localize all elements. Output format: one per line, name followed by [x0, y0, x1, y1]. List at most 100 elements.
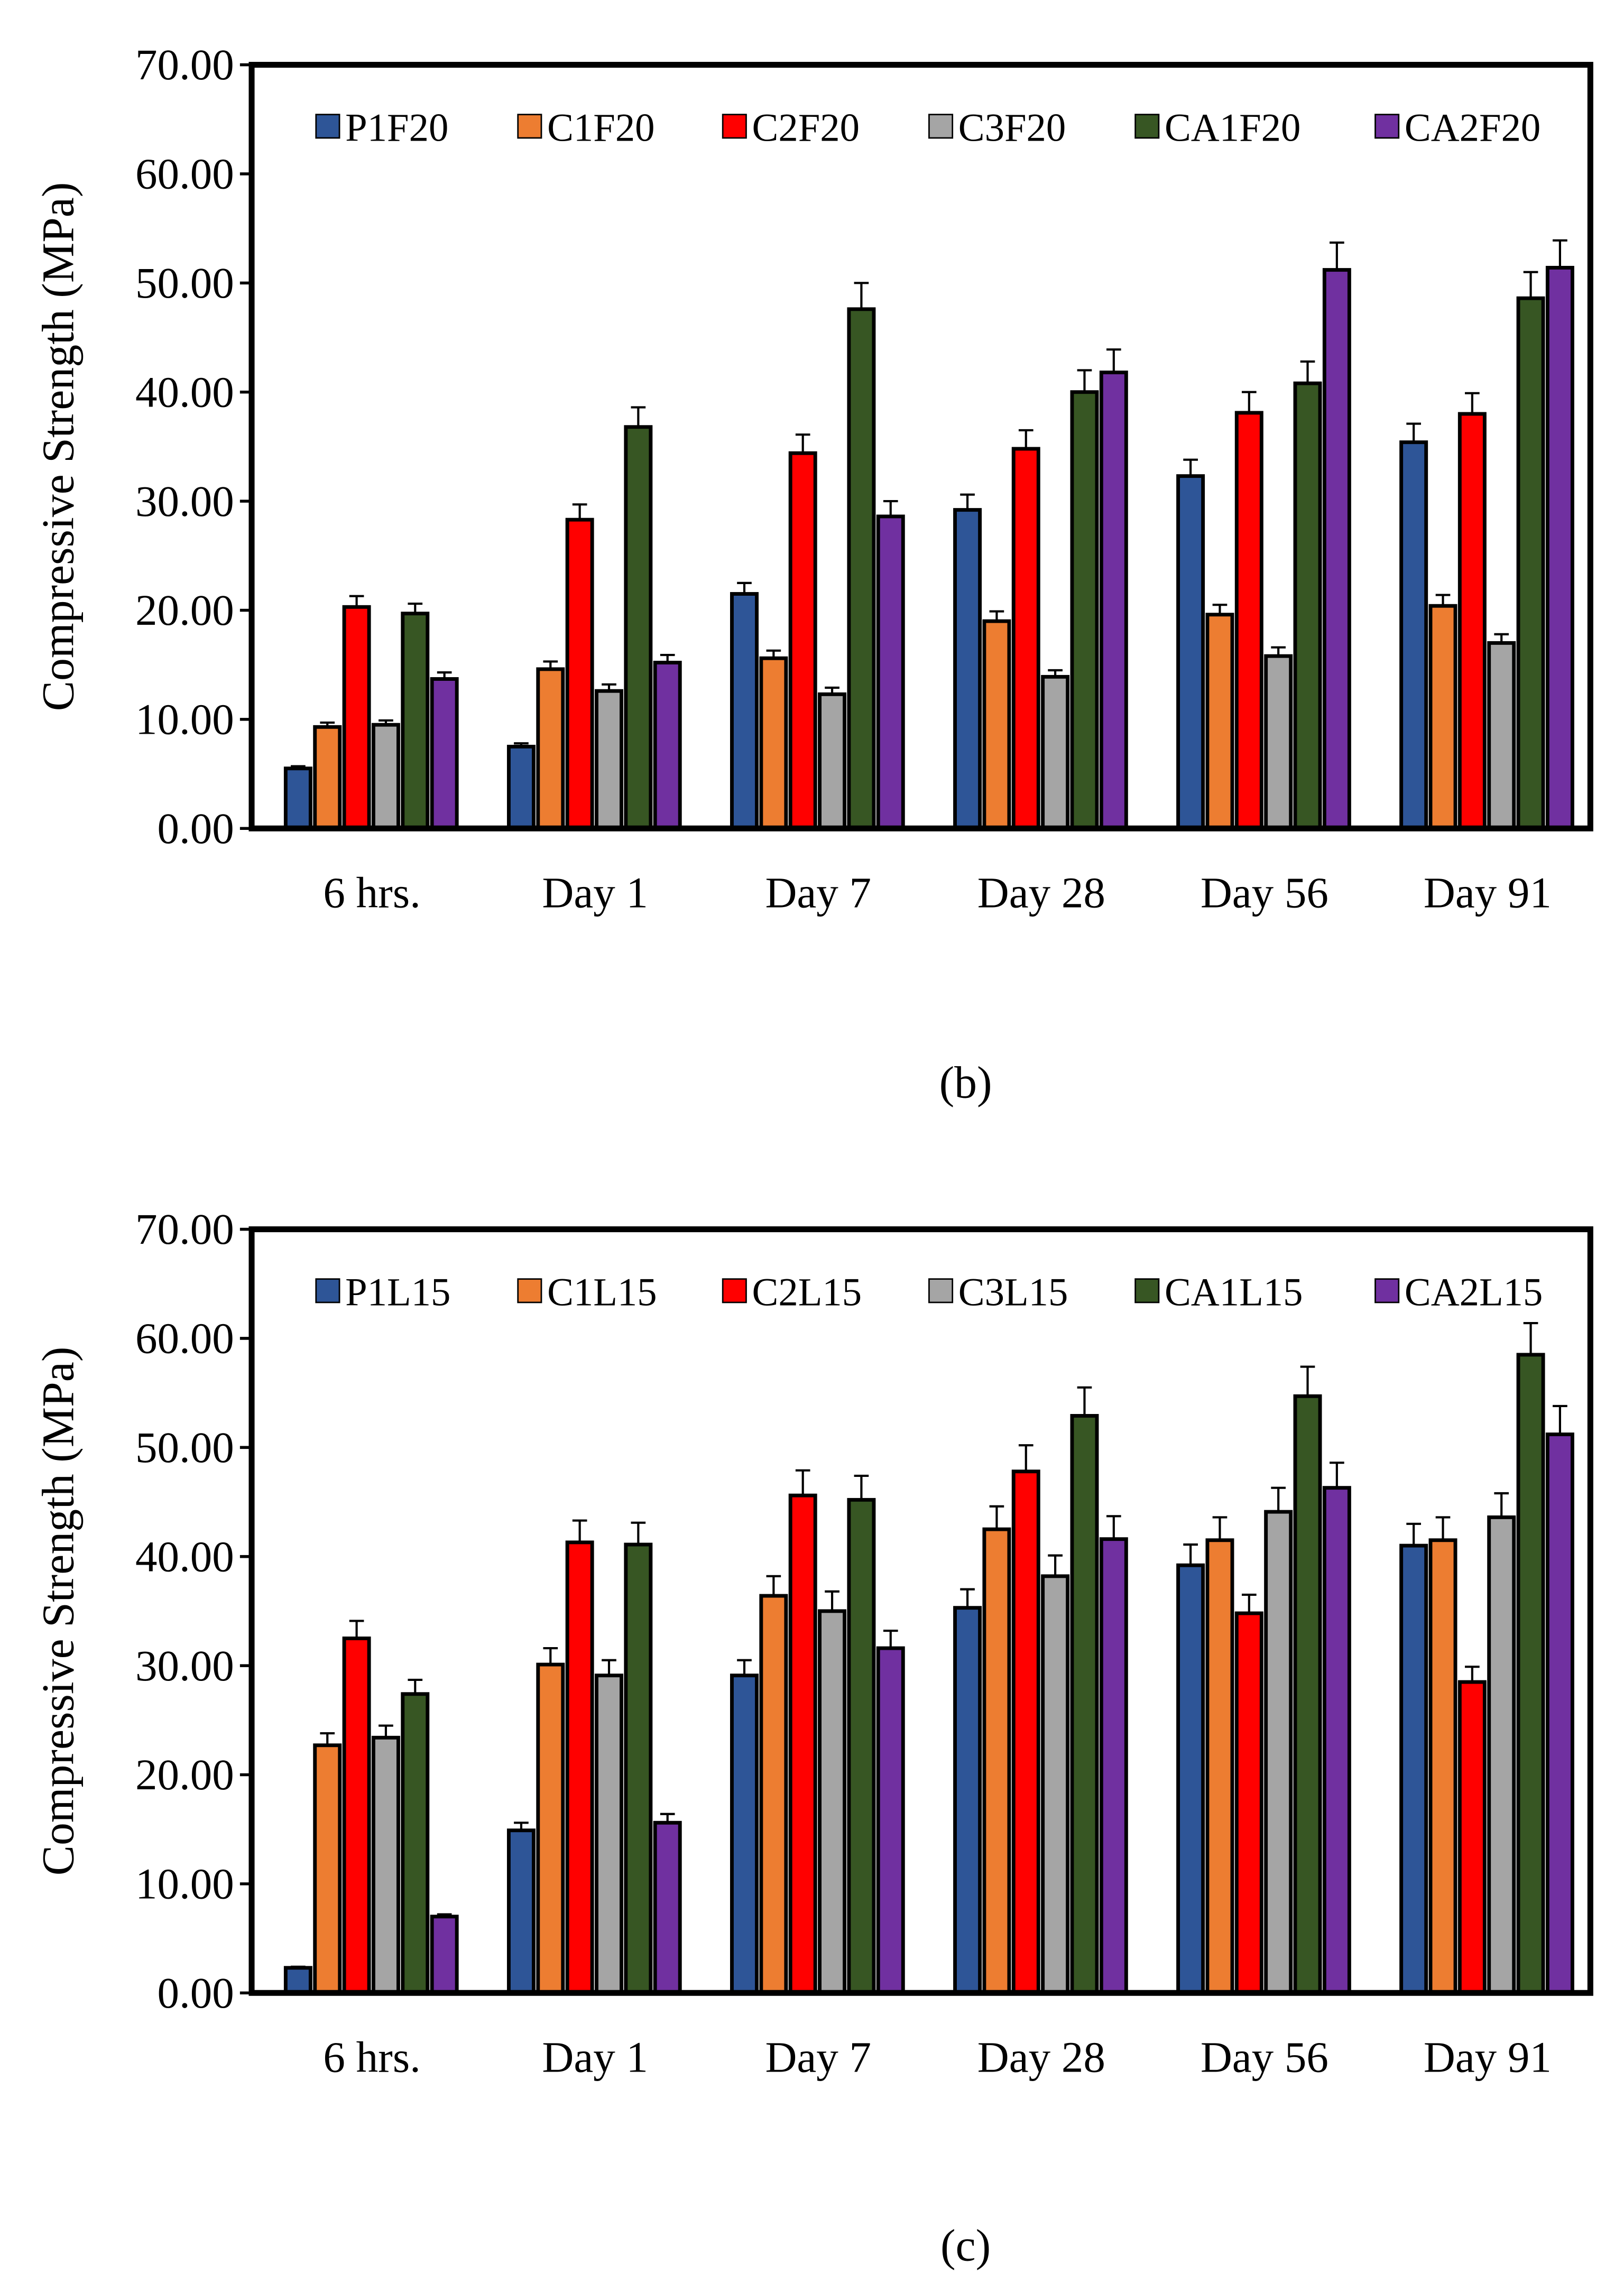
bar-ca1l15 [624, 1542, 653, 1995]
bar-c1l15 [982, 1527, 1011, 1995]
chart-panel-2: 0.00 10.00 20.00 30.00 40.00 50.00 60.00 70.00 C… [33, 1205, 1593, 2271]
legend-swatch-ca1l15 [1134, 1278, 1160, 1304]
bar-p1l15 [1399, 1543, 1428, 1995]
bar-ca1l15 [1070, 1414, 1099, 1995]
bar-ca1f20 [401, 612, 430, 830]
bar-ca2f20 [1099, 371, 1128, 830]
y-tick-label: 40.00 [135, 1532, 234, 1580]
bar-c2l15 [1457, 1680, 1487, 1995]
bar-ca1l15 [1293, 1394, 1322, 1995]
bar-ca1l15 [1516, 1353, 1545, 1995]
legend-label: CA1F20 [1165, 106, 1300, 150]
legend-swatch-p1l15 [315, 1278, 340, 1304]
legend-label: P1L15 [345, 1270, 450, 1314]
bar-c2l15 [342, 1637, 371, 1995]
chart-panel-1: 0.00 10.00 20.00 30.00 40.00 50.00 60.00 70.00 C… [33, 40, 1593, 1107]
y-tick-label: 0.00 [158, 804, 234, 853]
bar-ca1f20 [1516, 296, 1545, 830]
y-axis-label: Compressive Strength (MPa) [33, 182, 83, 711]
plot-frame [248, 62, 1593, 831]
panel-caption: (c) [940, 2221, 991, 2271]
x-tick-label: Day 28 [977, 868, 1105, 917]
y-tick-label: 60.00 [135, 150, 234, 198]
bar-c1f20 [536, 667, 565, 830]
bar-ca2l15 [876, 1646, 905, 1995]
bar-c2l15 [1011, 1469, 1040, 1995]
x-tick-label: Day 1 [542, 2033, 648, 2082]
x-tick-label: Day 7 [765, 868, 871, 917]
legend-label: CA2L15 [1405, 1270, 1543, 1314]
bar-c3f20 [818, 692, 847, 830]
bar-ca2l15 [430, 1915, 459, 1995]
bar-c2f20 [565, 517, 594, 830]
bar-c3f20 [371, 723, 400, 830]
bar-c2f20 [342, 605, 371, 830]
bar-ca2f20 [876, 514, 905, 830]
bar-c3f20 [595, 689, 623, 830]
bar-c1f20 [759, 656, 788, 830]
y-tick-label: 60.00 [135, 1314, 234, 1363]
bar-c3l15 [1041, 1574, 1070, 1995]
bar-ca1l15 [847, 1498, 876, 1995]
bar-p1f20 [506, 744, 536, 830]
bar-c2l15 [565, 1540, 594, 1995]
bar-c3f20 [1264, 654, 1293, 830]
x-tick-label: Day 91 [1424, 868, 1552, 917]
legend-swatch-c2f20 [722, 114, 747, 139]
bar-c1f20 [982, 619, 1011, 830]
legend-label: CA1L15 [1165, 1270, 1303, 1314]
legend-label: C3F20 [958, 106, 1066, 150]
y-tick-label: 20.00 [135, 586, 234, 634]
bar-p1f20 [283, 766, 312, 830]
bar-c1f20 [1205, 613, 1234, 830]
bar-ca2f20 [1545, 265, 1574, 830]
bar-p1l15 [953, 1606, 982, 1995]
bar-c1l15 [759, 1594, 788, 1995]
bar-c2f20 [1234, 411, 1263, 830]
legend-label: C2F20 [752, 106, 860, 150]
legend-swatch-c2l15 [722, 1278, 747, 1304]
legend-swatch-c1f20 [517, 114, 542, 139]
bar-c1f20 [313, 725, 342, 830]
bar-c3l15 [595, 1674, 623, 1995]
x-tick-label: Day 56 [1201, 868, 1328, 917]
bar-p1f20 [1399, 440, 1428, 830]
y-tick-label: 10.00 [135, 1860, 234, 1908]
y-tick-label: 50.00 [135, 258, 234, 307]
plot-frame [248, 1226, 1593, 1996]
legend-swatch-c3l15 [928, 1278, 954, 1304]
bar-c2f20 [1457, 412, 1487, 830]
y-tick-label: 70.00 [135, 40, 234, 89]
bar-ca2l15 [1545, 1432, 1574, 1995]
legend-swatch-c1l15 [517, 1278, 542, 1304]
bar-c3l15 [371, 1735, 400, 1995]
x-tick-label: 6 hrs. [323, 868, 420, 917]
x-tick-label: Day 1 [542, 868, 648, 917]
bar-ca1f20 [1070, 390, 1099, 830]
legend-swatch-ca2f20 [1374, 114, 1400, 139]
bar-ca1f20 [624, 425, 653, 830]
legend-label: C1F20 [547, 106, 654, 150]
bar-ca2f20 [653, 661, 682, 830]
bar-ca1l15 [401, 1692, 430, 1995]
bar-c3f20 [1487, 641, 1516, 830]
bar-c3l15 [1487, 1515, 1516, 1995]
panel-caption: (b) [939, 1057, 992, 1107]
y-tick-label: 20.00 [135, 1750, 234, 1799]
bar-c1l15 [1205, 1538, 1234, 1995]
bar-ca2f20 [430, 677, 459, 830]
bar-c1l15 [536, 1662, 565, 1995]
bar-ca2l15 [653, 1820, 682, 1995]
bar-p1l15 [1176, 1563, 1205, 1995]
bar-c3f20 [1041, 674, 1070, 830]
legend-label: C1L15 [547, 1270, 657, 1314]
y-tick-label: 40.00 [135, 367, 234, 416]
legend-label: P1F20 [345, 106, 448, 150]
bar-c1f20 [1428, 604, 1457, 830]
bar-c3l15 [1264, 1510, 1293, 1995]
x-tick-label: Day 91 [1424, 2033, 1552, 2082]
x-tick-label: 6 hrs. [323, 2033, 420, 2082]
bar-ca2f20 [1322, 268, 1351, 830]
bar-p1f20 [730, 592, 759, 830]
